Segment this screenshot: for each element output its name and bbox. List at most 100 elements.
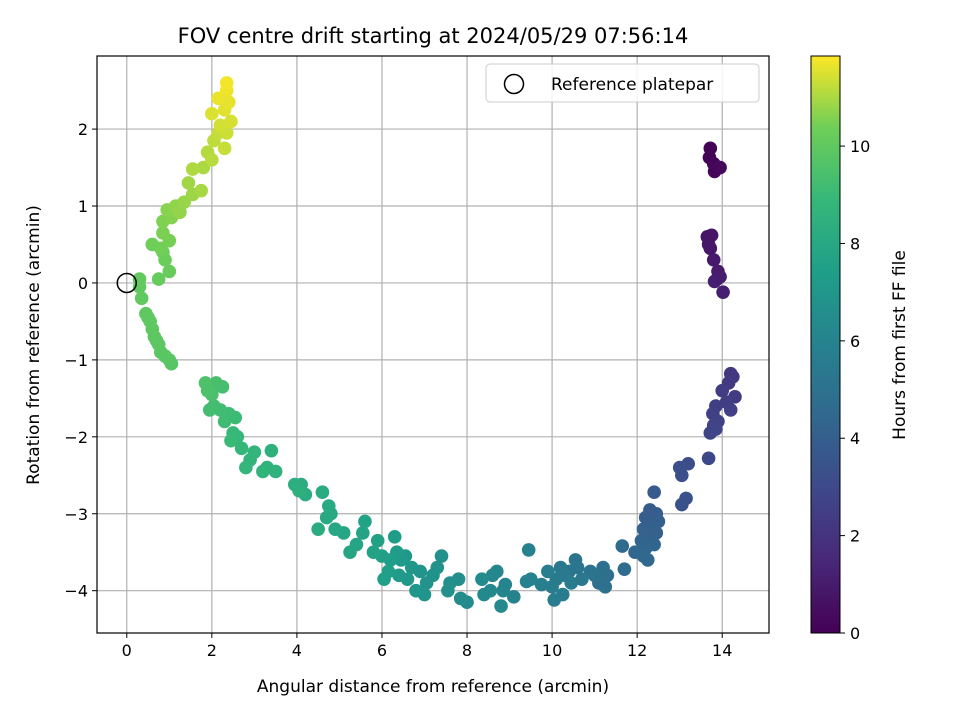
x-axis-ticks: 0 2 4 6 8 10 12 14 <box>122 633 732 660</box>
scatter-point <box>319 510 334 525</box>
y-axis-ticks: −4 −3 −2 −1 0 1 2 <box>64 120 97 601</box>
x-axis-label: Angular distance from reference (arcmin) <box>257 677 609 697</box>
colorbar-tick-label: 10 <box>850 137 870 156</box>
y-tick-label: −3 <box>64 505 88 524</box>
scatter-point <box>151 272 166 286</box>
scatter-point <box>419 576 434 590</box>
scatter-point <box>707 274 722 289</box>
reference-platepar-marker <box>116 272 138 294</box>
scatter-point <box>213 118 228 133</box>
scatter-point <box>292 483 306 498</box>
scatter-point <box>205 106 219 121</box>
scatter-point <box>224 433 238 448</box>
colorbar-ticks: 0 2 4 6 8 10 <box>840 137 870 643</box>
scatter-point <box>370 533 385 548</box>
scatter-point <box>134 291 149 306</box>
scatter-point <box>156 226 170 240</box>
scatter-point <box>217 414 232 429</box>
scatter-point <box>162 264 177 279</box>
scatter-point <box>706 253 721 267</box>
scatter-point <box>198 376 213 390</box>
x-tick-label: 4 <box>292 641 302 660</box>
scatter-point <box>598 580 613 594</box>
scatter-point <box>485 568 500 583</box>
colorbar-tick-label: 4 <box>850 429 860 448</box>
scatter-point <box>392 568 406 583</box>
scatter-point <box>264 443 279 458</box>
scatter-point <box>587 568 602 583</box>
scatter-point <box>519 574 534 589</box>
scatter-point <box>328 522 342 536</box>
scatter-point <box>343 545 357 560</box>
scatter-point <box>202 403 217 417</box>
scatter-point <box>477 587 491 602</box>
scatter-point <box>701 451 716 466</box>
y-axis-label: Rotation from reference (arcmin) <box>24 205 44 485</box>
scatter-point <box>521 543 536 557</box>
scatter-point <box>547 593 562 607</box>
scatter-point <box>494 599 508 613</box>
x-tick-label: 2 <box>207 641 217 660</box>
x-tick-label: 0 <box>122 641 132 660</box>
x-tick-label: 12 <box>627 641 647 660</box>
x-tick-label: 8 <box>462 641 472 660</box>
scatter-point <box>315 485 330 500</box>
x-tick-label: 6 <box>377 641 387 660</box>
scatter-point <box>564 576 579 590</box>
scatter-point <box>496 583 510 598</box>
scatter-point <box>321 499 336 513</box>
legend-entry-reference: Reference platepar <box>551 75 713 95</box>
scatter-point <box>356 526 370 540</box>
scatter-point <box>387 530 402 544</box>
scatter-point <box>441 583 455 598</box>
colorbar <box>810 55 841 634</box>
y-tick-label: 1 <box>78 197 88 216</box>
scatter-point <box>139 306 153 321</box>
grid-lines <box>97 56 769 633</box>
x-tick-label: 10 <box>542 641 562 660</box>
scatter-point <box>194 183 209 198</box>
scatter-point <box>377 572 391 586</box>
scatter-point <box>475 572 489 586</box>
colorbar-tick-label: 0 <box>850 624 860 643</box>
colorbar-tick-label: 8 <box>850 234 860 253</box>
y-tick-label: −4 <box>64 582 88 601</box>
scatter-point <box>434 549 449 563</box>
scatter-point <box>453 591 468 606</box>
scatter-point <box>703 241 718 256</box>
scatter-point <box>507 590 521 604</box>
scatter-point <box>640 553 655 567</box>
scatter-point <box>366 545 381 560</box>
scatter-point <box>239 460 253 475</box>
scatter-point <box>234 441 249 456</box>
scatter-point <box>217 141 232 156</box>
y-tick-label: 0 <box>78 274 88 293</box>
scatter-point <box>256 464 270 479</box>
scatter-point <box>409 583 423 598</box>
scatter-point <box>615 539 630 553</box>
y-tick-label: −1 <box>64 351 88 370</box>
colorbar-label: Hours from first FF file <box>890 250 910 440</box>
scatter-point <box>647 485 661 500</box>
plot-frame <box>96 55 770 634</box>
scatter-point <box>222 95 236 109</box>
y-tick-label: 2 <box>78 120 88 139</box>
scatter-point <box>713 160 727 175</box>
legend-box <box>485 63 760 103</box>
scatter-point <box>723 403 738 417</box>
scatter-point <box>617 562 632 576</box>
scatter-point <box>716 285 730 299</box>
x-tick-label: 14 <box>712 641 732 660</box>
scatter-point <box>224 114 238 129</box>
y-tick-label: −2 <box>64 428 88 447</box>
scatter-point <box>534 577 549 592</box>
colorbar-tick-label: 2 <box>850 527 860 546</box>
scatter-point <box>541 564 555 579</box>
scatter-point <box>358 514 372 529</box>
data-points <box>132 76 742 613</box>
scatter-point <box>205 153 219 167</box>
scatter-point <box>311 522 325 536</box>
scatter-point <box>185 162 200 176</box>
scatter-point <box>675 497 689 512</box>
